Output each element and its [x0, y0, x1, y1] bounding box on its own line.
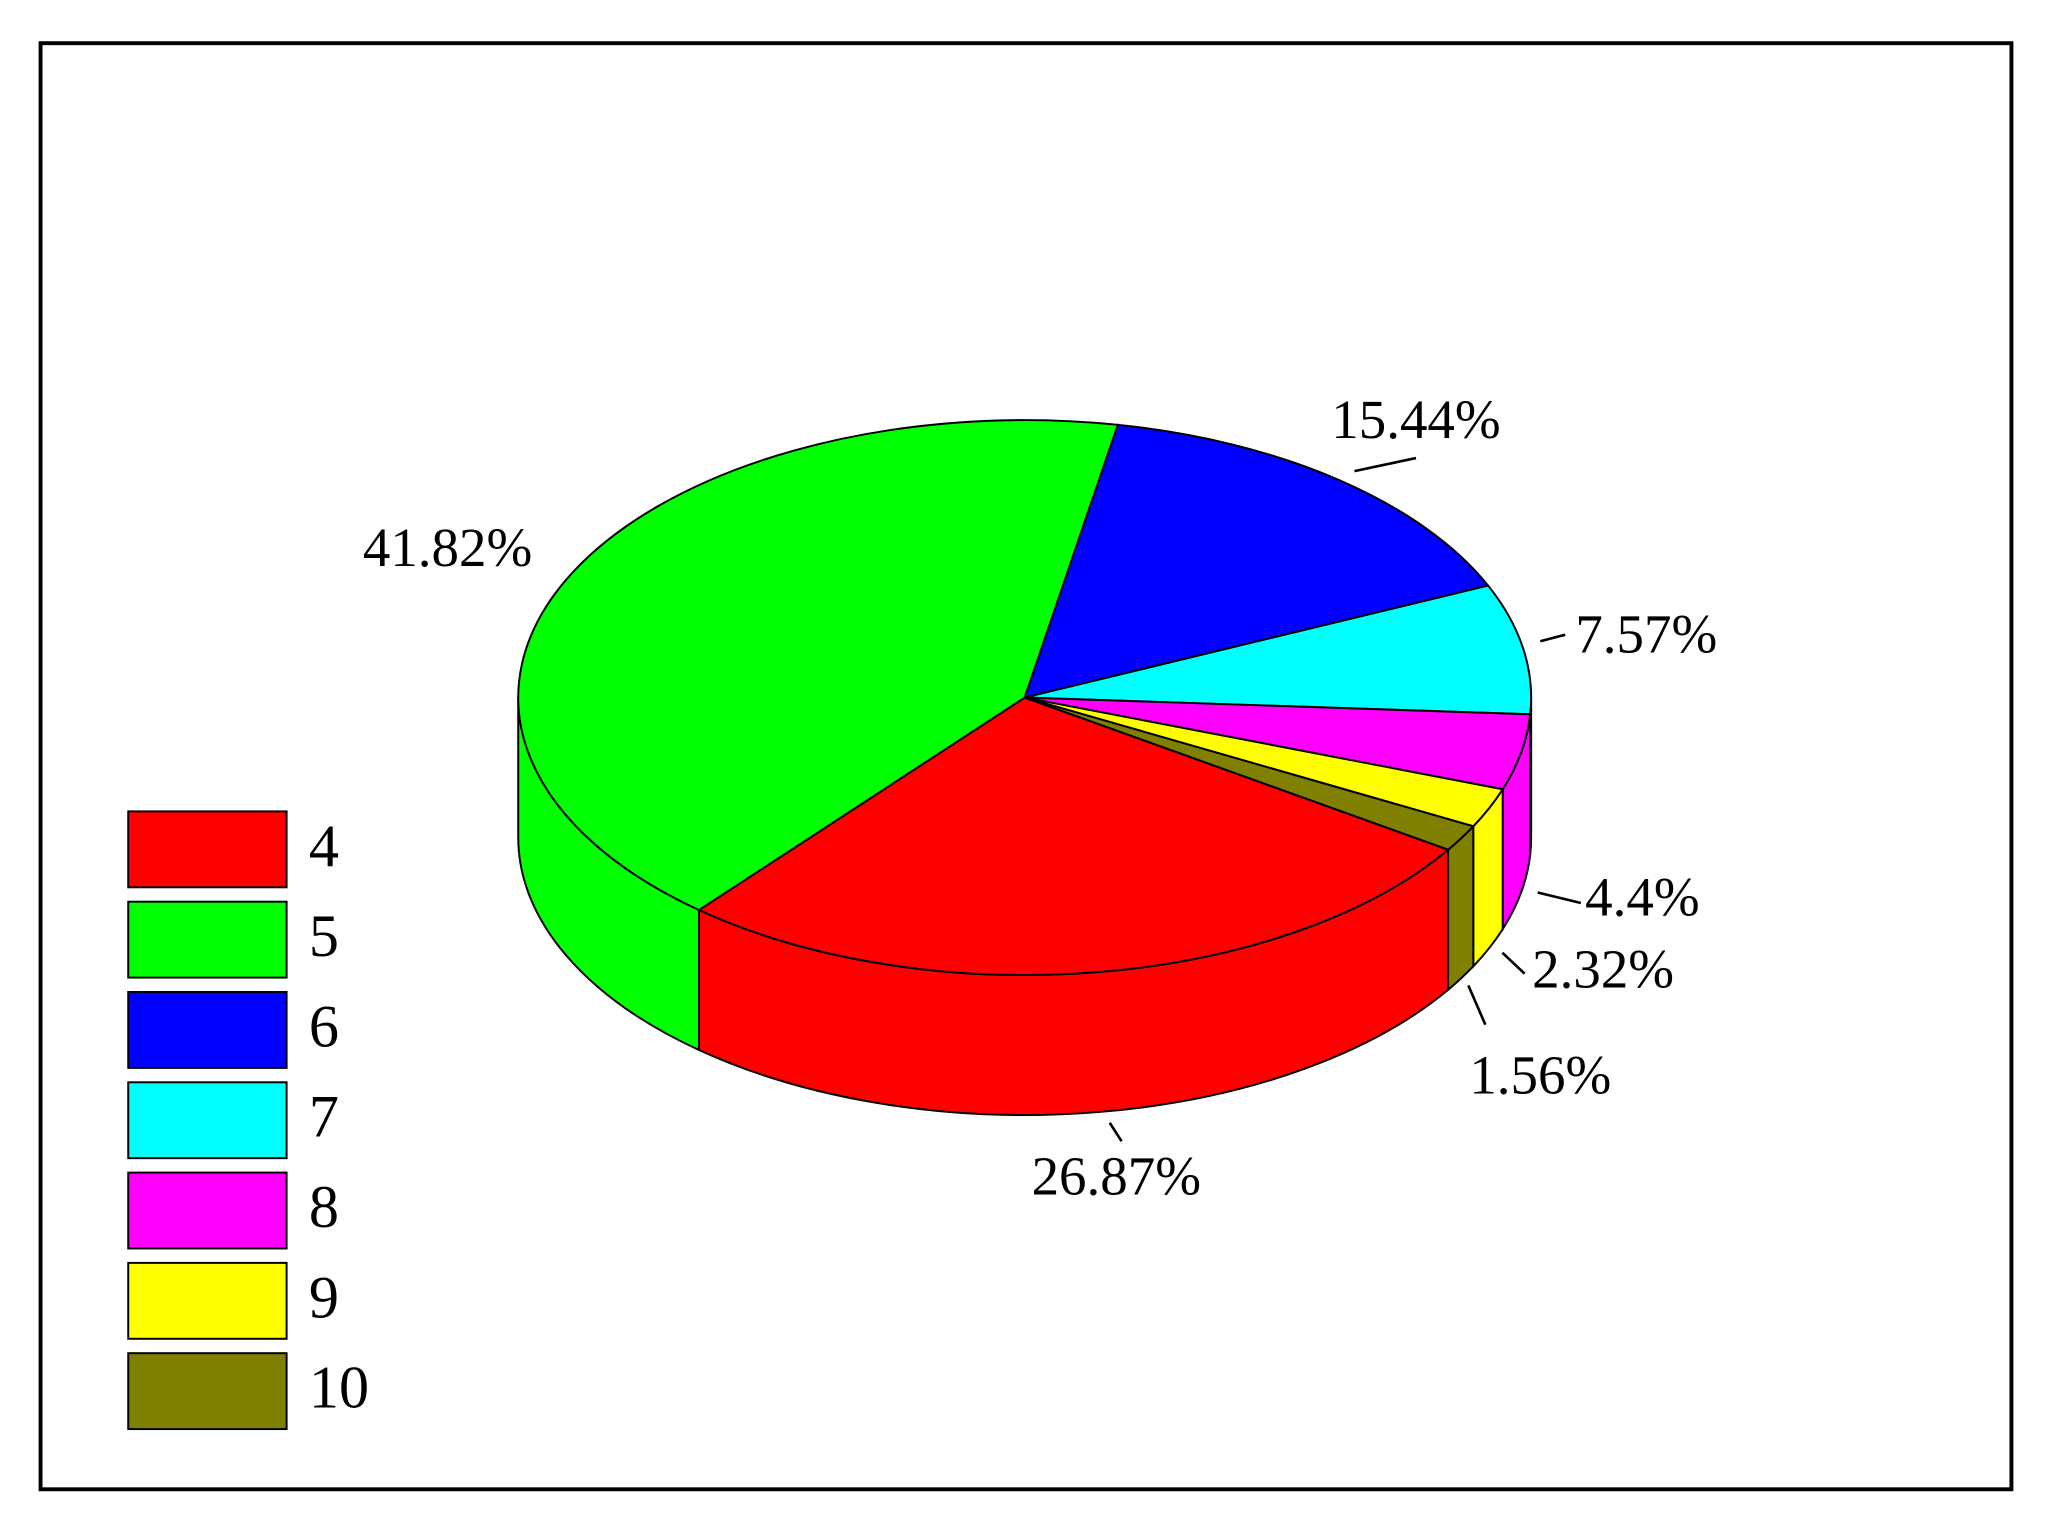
leader-line [1108, 1122, 1123, 1142]
legend-swatch [127, 810, 288, 889]
leader-line [1539, 633, 1566, 643]
legend-swatch [127, 1081, 288, 1160]
slice [1024, 696, 1476, 851]
data-label: 2.32% [1532, 939, 1674, 1000]
leader-line [1354, 456, 1417, 473]
data-label: 26.87% [1032, 1145, 1201, 1206]
slice [696, 696, 1451, 976]
legend-label: 5 [309, 903, 339, 970]
leader-line [1537, 891, 1582, 905]
legend-swatch [127, 1261, 288, 1340]
slice-side [1447, 823, 1475, 992]
leader-line [1501, 951, 1526, 975]
data-label: 7.57% [1575, 604, 1717, 665]
legend-swatch [127, 1171, 288, 1250]
data-label: 15.44% [1331, 389, 1500, 450]
legend-label: 6 [309, 993, 339, 1060]
legend-swatch [127, 1352, 288, 1431]
legend-label: 7 [309, 1084, 339, 1151]
legend-swatch [127, 991, 288, 1069]
slice [1024, 584, 1533, 716]
legend-label: 9 [309, 1264, 339, 1331]
legend-label: 10 [309, 1355, 369, 1422]
leader-line [1467, 984, 1487, 1026]
slice [517, 419, 1120, 912]
data-label: 41.82% [363, 517, 532, 578]
legend-swatch [127, 900, 288, 979]
data-label: 1.56% [1469, 1045, 1611, 1106]
slice [1023, 423, 1490, 699]
legend-label: 8 [309, 1174, 339, 1241]
legend-label: 4 [309, 813, 339, 880]
data-label: 4.4% [1585, 867, 1699, 928]
